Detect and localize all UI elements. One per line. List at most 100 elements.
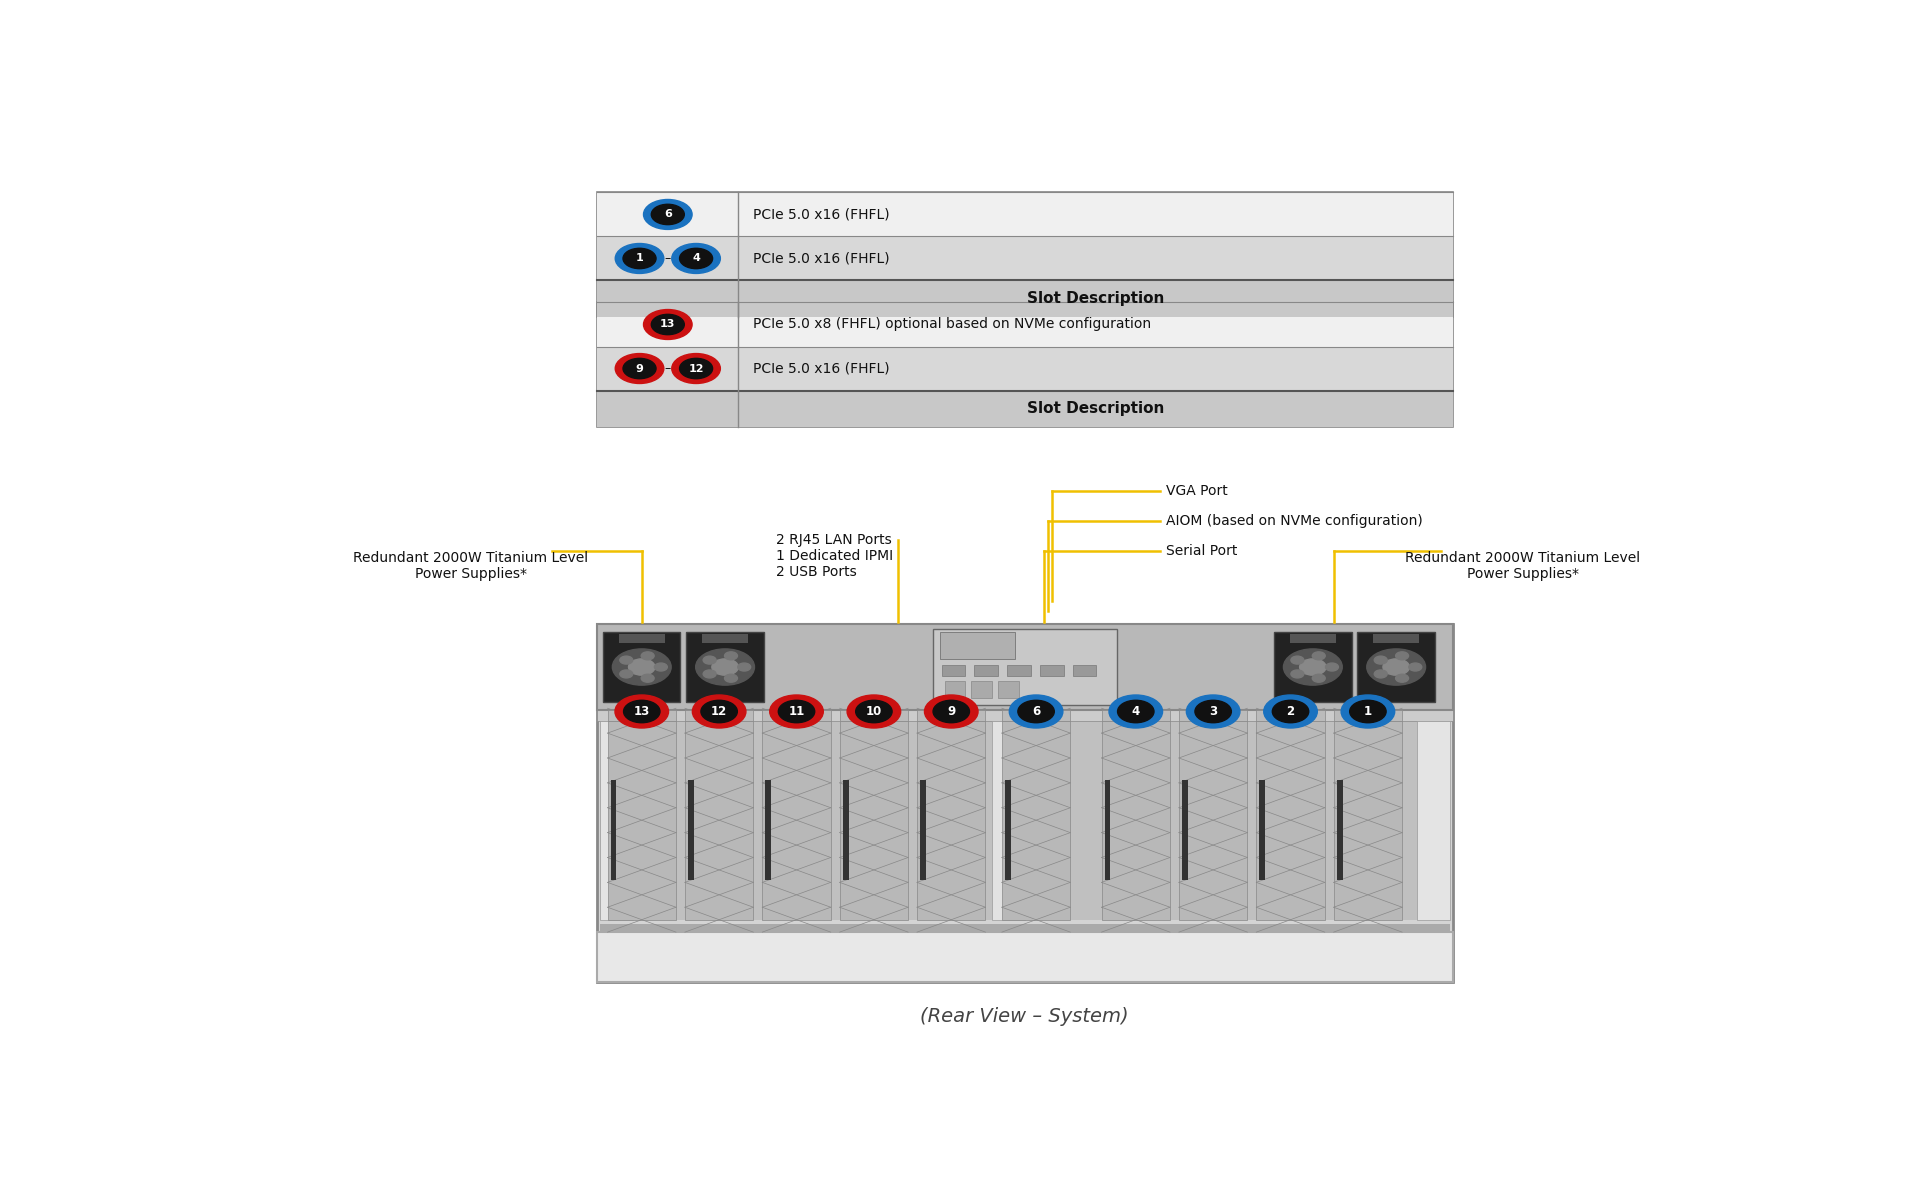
Bar xyxy=(607,710,676,721)
Text: 11: 11 xyxy=(789,705,804,718)
Circle shape xyxy=(655,663,668,671)
Bar xyxy=(918,710,985,721)
Circle shape xyxy=(614,243,664,274)
Circle shape xyxy=(641,651,655,660)
Bar xyxy=(597,193,1453,237)
Circle shape xyxy=(1117,700,1154,723)
Text: 13: 13 xyxy=(660,319,676,330)
Bar xyxy=(597,193,1453,317)
Bar xyxy=(1336,780,1342,880)
Circle shape xyxy=(1018,700,1054,723)
Text: Redundant 2000W Titanium Level
Power Supplies*: Redundant 2000W Titanium Level Power Sup… xyxy=(1405,551,1640,581)
Text: 12: 12 xyxy=(689,363,705,374)
Text: 9: 9 xyxy=(636,363,643,374)
Bar xyxy=(687,631,764,703)
Bar xyxy=(1334,721,1402,919)
Circle shape xyxy=(614,696,668,728)
Bar xyxy=(597,931,1453,983)
Circle shape xyxy=(612,649,672,685)
Bar xyxy=(1417,721,1450,919)
Circle shape xyxy=(622,248,657,269)
Circle shape xyxy=(737,663,751,671)
Bar xyxy=(1179,721,1248,919)
Circle shape xyxy=(1396,651,1409,660)
Bar xyxy=(843,780,849,880)
Bar xyxy=(1334,710,1402,721)
Circle shape xyxy=(680,358,712,379)
Circle shape xyxy=(1367,649,1425,685)
Circle shape xyxy=(1110,696,1162,728)
Circle shape xyxy=(778,700,814,723)
Bar xyxy=(597,347,1453,391)
Circle shape xyxy=(1311,651,1325,660)
Circle shape xyxy=(628,659,655,675)
Bar xyxy=(597,237,1453,281)
Bar xyxy=(1004,780,1010,880)
Bar xyxy=(1256,721,1325,919)
Circle shape xyxy=(622,358,657,379)
Circle shape xyxy=(1283,649,1342,685)
Circle shape xyxy=(1409,663,1421,671)
Circle shape xyxy=(651,205,684,225)
Text: 6: 6 xyxy=(1031,705,1041,718)
Text: (Rear View – System): (Rear View – System) xyxy=(920,1008,1129,1027)
Bar xyxy=(945,681,966,698)
Circle shape xyxy=(712,659,739,675)
Bar xyxy=(597,624,1453,710)
Text: 6: 6 xyxy=(664,210,672,219)
Text: PCIe 5.0 x16 (FHFL): PCIe 5.0 x16 (FHFL) xyxy=(753,207,891,222)
Bar xyxy=(1102,710,1169,721)
Bar xyxy=(1041,665,1064,675)
Circle shape xyxy=(624,700,660,723)
Text: 3: 3 xyxy=(1210,705,1217,718)
Text: PCIe 5.0 x16 (FHFL): PCIe 5.0 x16 (FHFL) xyxy=(753,362,891,375)
Bar xyxy=(933,629,1117,705)
Bar xyxy=(972,681,993,698)
Circle shape xyxy=(672,354,720,384)
Bar xyxy=(1357,631,1434,703)
Circle shape xyxy=(693,696,745,728)
Bar xyxy=(973,665,998,675)
Text: 4: 4 xyxy=(691,254,701,263)
Bar xyxy=(597,710,1453,721)
Circle shape xyxy=(724,651,737,660)
Bar xyxy=(1102,721,1169,919)
Bar xyxy=(597,303,1453,428)
Bar xyxy=(941,631,1014,660)
Bar xyxy=(1275,631,1352,703)
Circle shape xyxy=(680,248,712,269)
Text: 9: 9 xyxy=(947,705,956,718)
Bar xyxy=(1373,634,1419,643)
Circle shape xyxy=(643,199,691,230)
Circle shape xyxy=(703,671,716,678)
Bar xyxy=(839,721,908,919)
Circle shape xyxy=(1194,700,1231,723)
Text: 1: 1 xyxy=(1363,705,1373,718)
FancyBboxPatch shape xyxy=(597,624,1453,983)
Circle shape xyxy=(1010,696,1064,728)
Circle shape xyxy=(1311,674,1325,682)
Bar xyxy=(920,780,925,880)
Text: PCIe 5.0 x8 (FHFL) optional based on NVMe configuration: PCIe 5.0 x8 (FHFL) optional based on NVM… xyxy=(753,318,1152,331)
Circle shape xyxy=(1187,696,1240,728)
Text: –: – xyxy=(664,362,670,375)
Circle shape xyxy=(1396,674,1409,682)
Circle shape xyxy=(1290,656,1304,665)
Circle shape xyxy=(643,310,691,339)
Text: Serial Port: Serial Port xyxy=(1165,544,1236,559)
Bar xyxy=(603,631,680,703)
Bar xyxy=(839,710,908,721)
Text: Redundant 2000W Titanium Level
Power Supplies*: Redundant 2000W Titanium Level Power Sup… xyxy=(353,551,588,581)
Circle shape xyxy=(1290,671,1304,678)
Circle shape xyxy=(933,700,970,723)
Circle shape xyxy=(672,243,720,274)
Circle shape xyxy=(1273,700,1309,723)
Text: 2 RJ45 LAN Ports
1 Dedicated IPMI
2 USB Ports: 2 RJ45 LAN Ports 1 Dedicated IPMI 2 USB … xyxy=(776,532,893,579)
Bar xyxy=(597,391,1453,428)
Bar xyxy=(601,924,1450,931)
Bar xyxy=(762,721,831,919)
Bar xyxy=(1179,710,1248,721)
Circle shape xyxy=(1325,663,1338,671)
Text: 12: 12 xyxy=(710,705,728,718)
Bar xyxy=(601,721,634,919)
